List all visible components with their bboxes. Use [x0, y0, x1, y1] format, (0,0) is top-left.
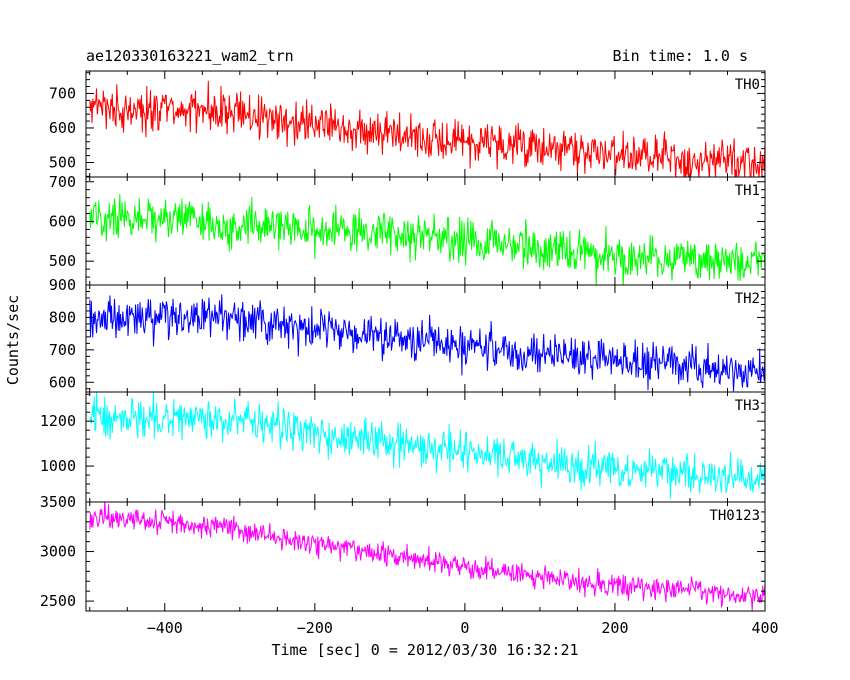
panel-th2: 600 700 800 900 TH2 — [49, 276, 766, 393]
chart-title: ae120330163221_wam2_trn — [86, 47, 294, 65]
y-tick-label: 2500 — [40, 592, 76, 610]
y-tick-label: 1000 — [40, 457, 76, 475]
x-axis-title: Time [sec] 0 = 2012/03/30 16:32:21 — [271, 641, 578, 659]
x-tick-label: 400 — [751, 619, 778, 637]
y-tick-label: 600 — [49, 373, 76, 391]
y-tick-label: 1200 — [40, 412, 76, 430]
panel-th0: 500 600 700 TH0 — [49, 70, 766, 178]
y-tick-label: 800 — [49, 308, 76, 326]
y-tick-label: 700 — [49, 173, 76, 191]
series-th3 — [89, 392, 765, 499]
y-tick-label: 600 — [49, 212, 76, 230]
y-tick-label: 500 — [49, 252, 76, 270]
band-label-th1: TH1 — [735, 183, 760, 199]
y-tick-label: 900 — [49, 276, 76, 294]
x-tick-label: 0 — [460, 619, 469, 637]
band-label-th2: TH2 — [735, 291, 760, 307]
y-tick-label: 3500 — [40, 493, 76, 511]
panel-th0123: 2500 3000 3500 TH0123 — [40, 493, 766, 612]
y-axis-title: Counts/sec — [4, 295, 22, 385]
y-tick-label: 600 — [49, 119, 76, 137]
bin-time-label: Bin time: 1.0 s — [613, 47, 748, 65]
x-tick-label: 200 — [601, 619, 628, 637]
series-th0123 — [89, 502, 765, 611]
y-tick-label: 500 — [49, 153, 76, 171]
panel-th3: 1000 1200 TH3 — [40, 391, 766, 503]
series-th1 — [89, 193, 765, 285]
panel-frame — [85, 501, 766, 612]
y-tick-label: 700 — [49, 84, 76, 102]
x-tick-label: −400 — [147, 619, 183, 637]
band-label-th0123: TH0123 — [709, 508, 760, 524]
panel-frame — [85, 391, 766, 503]
panel-th1: 500 600 700 TH1 — [49, 173, 766, 286]
band-label-th3: TH3 — [735, 398, 760, 414]
x-tick-label: −200 — [297, 619, 333, 637]
y-tick-label: 700 — [49, 341, 76, 359]
y-tick-label: 3000 — [40, 543, 76, 561]
band-label-th0: TH0 — [735, 77, 760, 93]
series-th0 — [89, 80, 765, 177]
series-th2 — [89, 294, 765, 392]
